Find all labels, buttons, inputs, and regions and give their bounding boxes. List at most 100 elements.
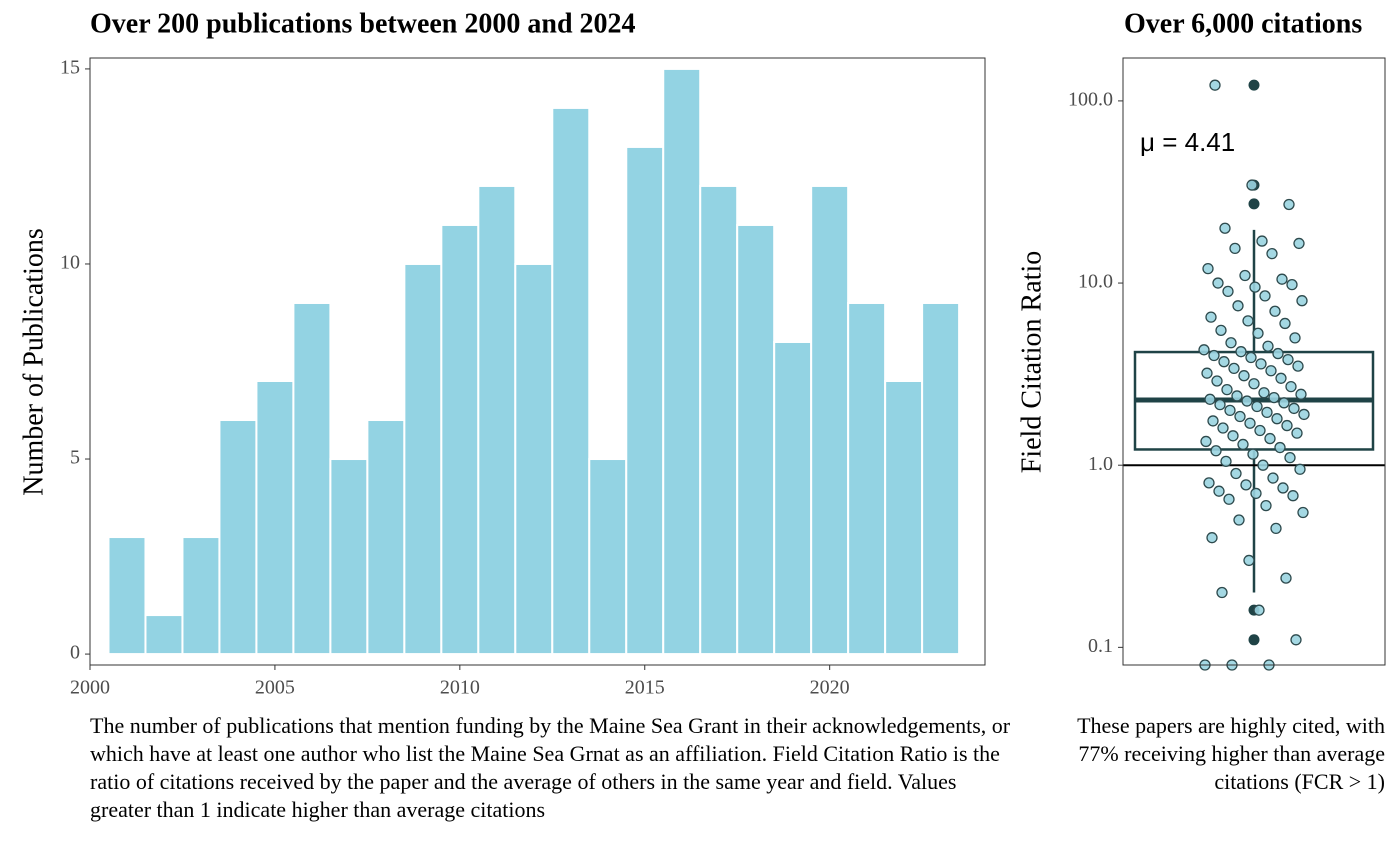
point (1212, 277, 1224, 289)
point (1281, 419, 1293, 432)
y-tick-label: 100.0 (1068, 88, 1113, 110)
caption: The number of publications that mention … (90, 713, 1011, 822)
point (1239, 269, 1251, 282)
bar (181, 536, 221, 656)
bar (625, 145, 665, 656)
point (1294, 463, 1306, 475)
point (1287, 490, 1299, 502)
point (1233, 514, 1245, 526)
point (1232, 300, 1244, 312)
chart-title: Over 6,000 citations (1124, 8, 1362, 39)
point (1211, 375, 1223, 387)
point (1268, 391, 1280, 404)
panel-border (89, 57, 986, 666)
point (1280, 572, 1292, 584)
point (1210, 445, 1222, 457)
point (1260, 499, 1272, 512)
point (1207, 415, 1219, 427)
bar (440, 223, 480, 656)
point (1231, 390, 1243, 402)
point (1228, 362, 1240, 375)
y-tick-label: 10 (60, 252, 80, 274)
bar (403, 262, 443, 656)
point (1204, 393, 1216, 405)
point (1201, 367, 1213, 379)
point (1267, 472, 1279, 484)
point (1258, 387, 1270, 399)
outlier (1248, 634, 1260, 646)
point (1259, 290, 1271, 302)
bar (477, 184, 517, 656)
point (1276, 273, 1288, 285)
panel-border (1122, 57, 1386, 666)
outlier (1248, 198, 1260, 210)
point (1284, 452, 1296, 464)
point (1295, 388, 1307, 400)
bar (292, 301, 332, 656)
point (1208, 349, 1220, 362)
y-tick-label: 5 (70, 447, 80, 469)
y-axis-label: Field Citation Ratio (1016, 251, 1047, 473)
point (1266, 248, 1278, 260)
point (1243, 554, 1255, 567)
bar (218, 419, 258, 656)
point (1213, 485, 1225, 497)
x-tick-label: 2010 (440, 677, 480, 699)
point (1237, 438, 1249, 451)
mean-label: μ = 4.41 (1140, 127, 1235, 157)
point (1265, 365, 1277, 377)
point (1215, 324, 1227, 336)
point (1244, 417, 1256, 429)
point (1283, 198, 1295, 211)
outlier (1248, 79, 1260, 91)
point (1297, 506, 1309, 519)
point (1222, 285, 1234, 298)
y-tick-label: 0 (70, 642, 80, 664)
chart-title: Over 200 publications between 2000 and 2… (90, 8, 636, 39)
point (1261, 406, 1273, 419)
point (1224, 404, 1236, 417)
point (1293, 237, 1305, 250)
point (1254, 424, 1266, 437)
point (1290, 634, 1302, 646)
point (1275, 372, 1287, 384)
caption: These papers are highly cited, with 77% … (1077, 713, 1385, 794)
point (1230, 467, 1242, 480)
bar (773, 340, 813, 656)
point (1227, 430, 1239, 442)
point (1242, 315, 1254, 327)
point (1270, 522, 1282, 535)
point (1247, 448, 1259, 460)
point (1279, 317, 1291, 330)
bar (921, 301, 961, 656)
point (1234, 410, 1246, 423)
point (1246, 179, 1258, 191)
point (1257, 459, 1269, 471)
point (1269, 305, 1281, 317)
point (1214, 398, 1226, 411)
point (1206, 532, 1218, 544)
point (1285, 380, 1297, 393)
point (1274, 441, 1286, 454)
point (1202, 262, 1214, 275)
point (1198, 344, 1210, 356)
x-tick-label: 2000 (70, 677, 110, 699)
point (1296, 295, 1308, 307)
point (1218, 356, 1230, 368)
point (1252, 327, 1264, 339)
bar (255, 380, 295, 656)
bar (699, 184, 739, 656)
bar (551, 106, 591, 656)
bar (736, 223, 776, 656)
point (1217, 422, 1229, 434)
point (1272, 347, 1284, 360)
point (1286, 278, 1298, 291)
point (1235, 346, 1247, 358)
point (1223, 493, 1235, 505)
bar (107, 536, 147, 656)
point (1288, 402, 1300, 415)
point (1241, 395, 1253, 407)
point (1200, 435, 1212, 448)
